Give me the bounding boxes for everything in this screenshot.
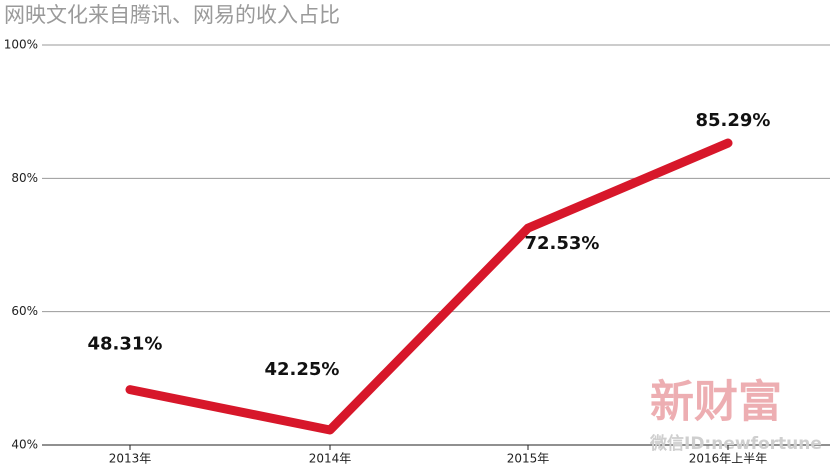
y-tick-label: 40% (11, 438, 38, 452)
data-label: 42.25% (265, 359, 340, 380)
data-label: 48.31% (88, 334, 163, 355)
y-tick-label: 60% (11, 304, 38, 318)
data-label: 72.53% (525, 233, 600, 254)
watermark-logo: 新财富 (650, 377, 782, 428)
data-label: 85.29% (696, 110, 771, 131)
data-line (125, 138, 733, 435)
x-tick-label: 2015年 (507, 452, 550, 466)
y-tick-label: 80% (11, 171, 38, 185)
chart-title: 网映文化来自腾讯、网易的收入占比 (4, 3, 340, 27)
x-tick-label: 2016年上半年 (689, 452, 768, 466)
watermark-id: 微信ID:newfortune (649, 433, 822, 454)
y-tick-label: 100% (4, 38, 38, 52)
x-tick-label: 2014年 (309, 452, 352, 466)
x-tick-label: 2013年 (109, 452, 152, 466)
